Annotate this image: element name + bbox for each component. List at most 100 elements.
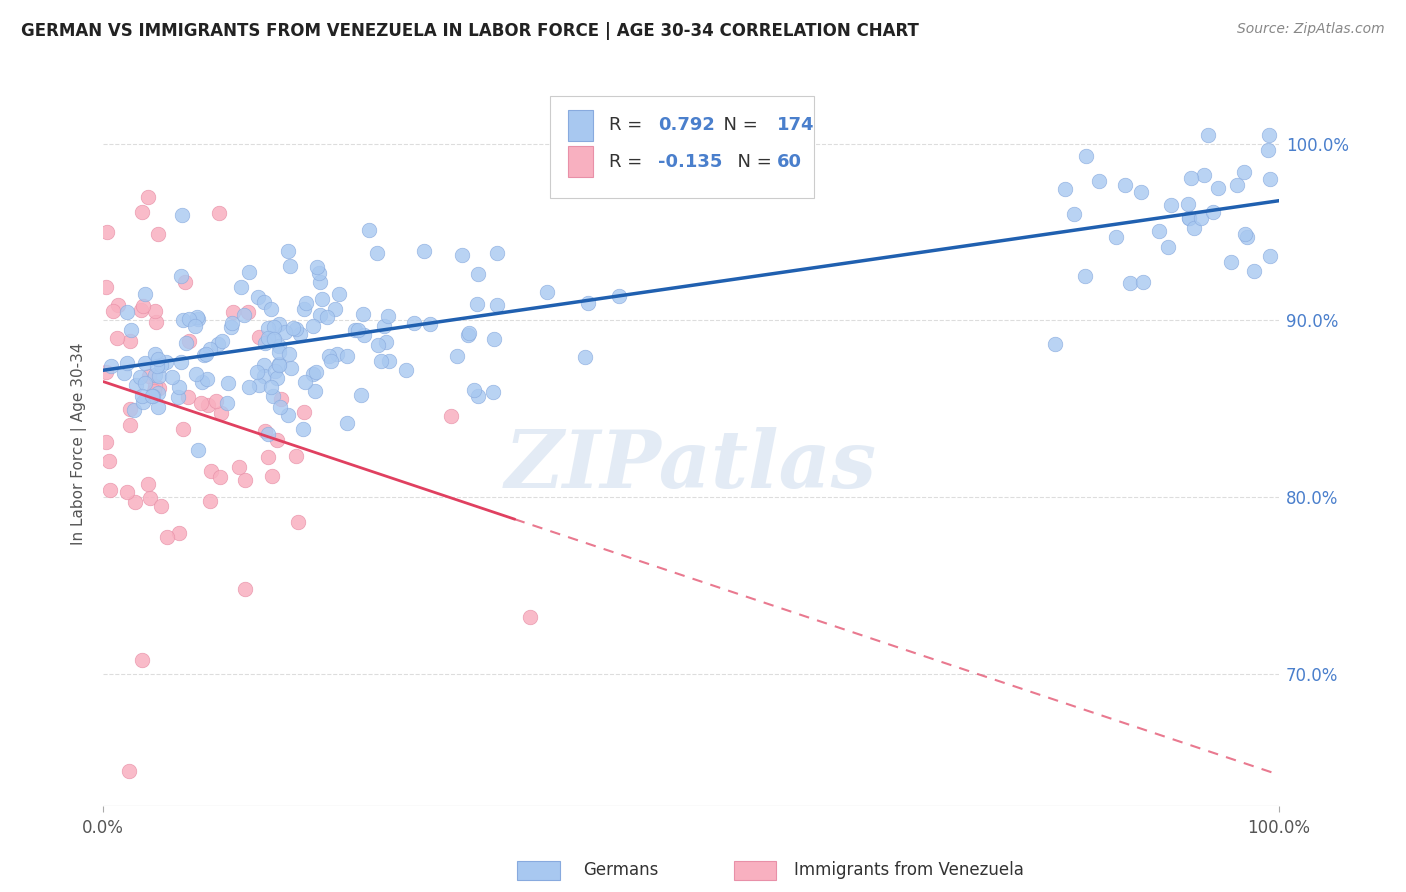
Point xyxy=(519,610,541,624)
Point xyxy=(463,383,485,397)
Point xyxy=(419,317,441,331)
Point xyxy=(267,344,290,359)
Point xyxy=(256,330,278,344)
Point xyxy=(285,449,308,463)
Point xyxy=(260,379,283,393)
Point xyxy=(465,297,488,311)
Point xyxy=(118,334,141,348)
Y-axis label: In Labor Force | Age 30-34: In Labor Force | Age 30-34 xyxy=(72,343,87,545)
Point xyxy=(142,384,165,398)
Point xyxy=(134,376,156,390)
Point xyxy=(1257,143,1279,157)
Point xyxy=(343,322,366,336)
Point xyxy=(1243,264,1265,278)
Point xyxy=(98,454,121,468)
Point xyxy=(446,349,468,363)
Point xyxy=(1043,337,1066,351)
Point xyxy=(238,379,260,393)
Point xyxy=(352,307,374,321)
Point xyxy=(105,331,128,345)
Point xyxy=(290,326,312,341)
Point xyxy=(1189,211,1212,225)
Point xyxy=(247,378,270,392)
Point xyxy=(131,389,153,403)
Point xyxy=(482,332,505,346)
Point xyxy=(256,426,278,441)
Point xyxy=(574,350,596,364)
Point xyxy=(294,375,316,389)
Point xyxy=(323,301,346,316)
Point xyxy=(274,325,297,339)
Point xyxy=(294,296,316,310)
Point xyxy=(174,275,197,289)
Point xyxy=(269,339,291,353)
Point xyxy=(1130,185,1153,199)
Point xyxy=(277,408,299,422)
Point xyxy=(207,337,229,351)
Point xyxy=(254,424,277,438)
Point xyxy=(1226,178,1249,192)
Point xyxy=(267,318,290,332)
Point xyxy=(117,764,139,778)
Text: R =: R = xyxy=(609,116,648,135)
Point xyxy=(253,369,276,384)
Point xyxy=(200,464,222,478)
Point xyxy=(167,526,190,541)
Point xyxy=(177,312,200,326)
Point xyxy=(146,359,169,374)
Point xyxy=(280,361,302,376)
Point xyxy=(1178,211,1201,226)
Point xyxy=(118,418,141,433)
Point xyxy=(170,354,193,368)
Point xyxy=(122,402,145,417)
Point xyxy=(292,422,315,436)
Point xyxy=(146,386,169,401)
Point xyxy=(1105,230,1128,244)
Point xyxy=(1157,240,1180,254)
Point xyxy=(186,310,208,325)
Point xyxy=(253,294,276,309)
Point xyxy=(138,368,160,383)
Point xyxy=(118,402,141,417)
Text: ZIPatlas: ZIPatlas xyxy=(505,427,877,505)
Point xyxy=(146,401,169,415)
Point xyxy=(120,323,142,337)
Point xyxy=(262,389,284,403)
Point xyxy=(328,286,350,301)
Point xyxy=(1236,230,1258,244)
Point xyxy=(247,330,270,344)
Point xyxy=(1219,254,1241,268)
Point xyxy=(174,335,197,350)
Point xyxy=(266,371,288,385)
Text: N =: N = xyxy=(713,116,763,135)
Point xyxy=(145,347,167,361)
Point xyxy=(1088,174,1111,188)
Point xyxy=(172,313,194,327)
Point xyxy=(1208,181,1230,195)
Point xyxy=(370,353,392,368)
Point xyxy=(143,304,166,318)
Point xyxy=(292,301,315,316)
Point xyxy=(254,335,277,350)
Point xyxy=(222,305,245,319)
Point xyxy=(1258,249,1281,263)
Point xyxy=(1160,197,1182,211)
Point xyxy=(350,387,373,401)
Point xyxy=(94,366,117,380)
Point xyxy=(292,404,315,418)
Point xyxy=(267,359,290,373)
Point xyxy=(378,353,401,368)
Text: -0.135: -0.135 xyxy=(658,153,723,170)
Point xyxy=(217,376,239,391)
Point xyxy=(195,372,218,386)
Point xyxy=(115,356,138,370)
Point xyxy=(198,493,221,508)
Point xyxy=(229,280,252,294)
Point xyxy=(221,316,243,330)
Point xyxy=(190,396,212,410)
Point xyxy=(247,290,270,304)
Point xyxy=(197,397,219,411)
Point xyxy=(238,305,260,319)
Point xyxy=(1074,149,1097,163)
Point xyxy=(1114,178,1136,193)
